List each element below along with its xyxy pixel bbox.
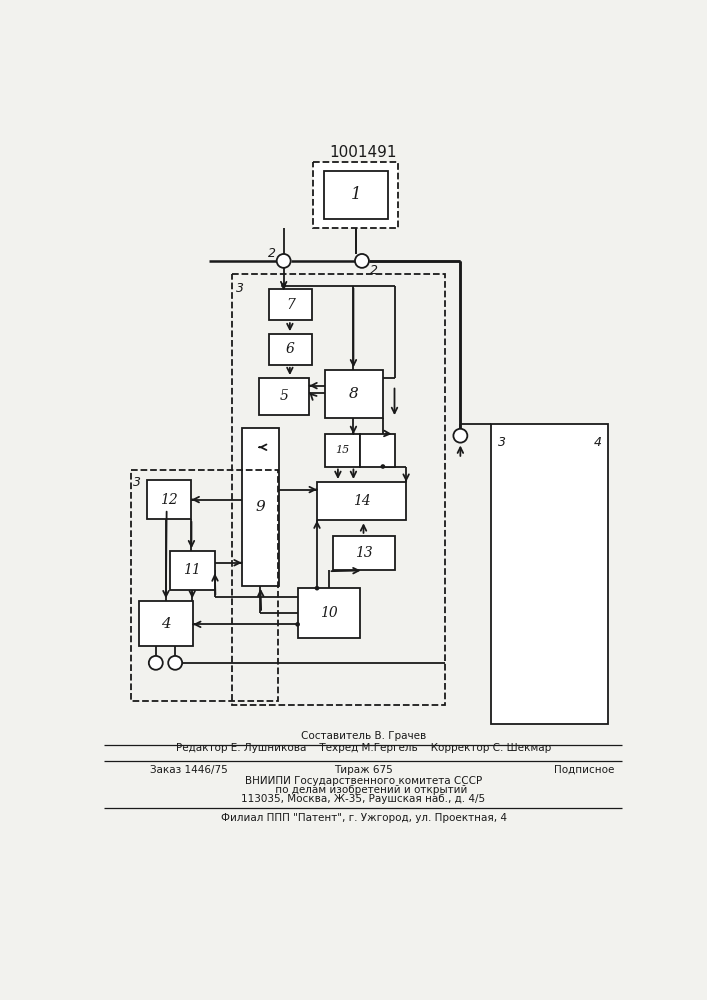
Text: 3: 3 <box>498 436 506 449</box>
Text: Составитель В. Грачев: Составитель В. Грачев <box>301 731 426 741</box>
Bar <box>313 162 398 228</box>
Bar <box>325 370 383 418</box>
Text: 3: 3 <box>235 282 244 295</box>
Text: 4: 4 <box>593 436 602 449</box>
Bar <box>317 482 406 520</box>
Text: 15: 15 <box>335 445 349 455</box>
Text: 11: 11 <box>183 563 201 577</box>
Bar <box>146 480 192 519</box>
Text: по делам изобретений и открытий: по делам изобретений и открытий <box>259 785 468 795</box>
Text: 5: 5 <box>280 389 288 403</box>
Text: 113035, Москва, Ж-35, Раушская наб., д. 4/5: 113035, Москва, Ж-35, Раушская наб., д. … <box>241 794 486 804</box>
Circle shape <box>149 656 163 670</box>
Text: 13: 13 <box>355 546 373 560</box>
Circle shape <box>380 464 385 469</box>
Bar <box>242 428 279 586</box>
Circle shape <box>453 429 467 443</box>
Bar <box>139 601 193 646</box>
Bar <box>170 551 215 590</box>
Circle shape <box>276 254 291 268</box>
Text: 9: 9 <box>255 500 265 514</box>
Bar <box>332 536 395 570</box>
Text: Тираж 675: Тираж 675 <box>334 765 393 775</box>
Bar <box>269 289 312 320</box>
Text: 10: 10 <box>320 606 337 620</box>
Text: 7: 7 <box>286 298 295 312</box>
Circle shape <box>315 586 320 590</box>
Text: Заказ 1446/75: Заказ 1446/75 <box>151 765 228 775</box>
Bar <box>491 424 607 724</box>
Text: 6: 6 <box>286 342 295 356</box>
Circle shape <box>355 254 369 268</box>
Bar <box>259 378 309 415</box>
Text: 2: 2 <box>268 247 276 260</box>
Bar <box>269 334 312 365</box>
Circle shape <box>281 283 286 288</box>
Bar <box>360 434 395 467</box>
Text: Редактор Е. Лушникова    Техред М.Гергель    Корректор С. Шекмар: Редактор Е. Лушникова Техред М.Гергель К… <box>176 743 551 753</box>
Text: Филиал ППП "Патент", г. Ужгород, ул. Проектная, 4: Филиал ППП "Патент", г. Ужгород, ул. Про… <box>221 813 506 823</box>
Circle shape <box>168 656 182 670</box>
Bar <box>232 274 445 705</box>
Bar <box>324 171 387 219</box>
Text: 1: 1 <box>351 186 361 203</box>
Text: Подписное: Подписное <box>554 765 614 775</box>
Text: 12: 12 <box>160 493 178 507</box>
Text: 8: 8 <box>349 387 358 401</box>
Circle shape <box>296 622 300 627</box>
Bar <box>325 434 360 467</box>
Bar <box>131 470 279 701</box>
Text: 3: 3 <box>134 476 141 489</box>
Bar <box>298 588 360 638</box>
Text: 14: 14 <box>353 494 370 508</box>
Text: ВНИИПИ Государственного комитета СССР: ВНИИПИ Государственного комитета СССР <box>245 776 482 786</box>
Text: 1001491: 1001491 <box>329 145 397 160</box>
Text: 4: 4 <box>161 617 171 631</box>
Circle shape <box>281 283 286 288</box>
Text: 2: 2 <box>370 264 378 277</box>
